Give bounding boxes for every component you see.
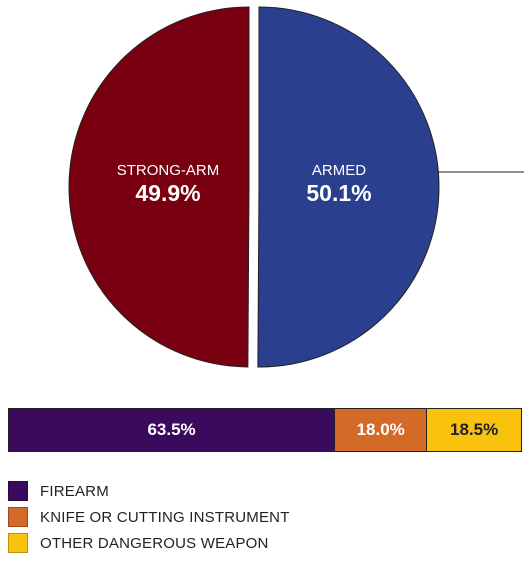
pie-slice-strong-arm <box>68 6 250 368</box>
legend-item-knife: KNIFE OR CUTTING INSTRUMENT <box>8 504 290 530</box>
legend-label-other-weapon: OTHER DANGEROUS WEAPON <box>40 534 269 552</box>
legend-label-firearm: FIREARM <box>40 482 109 500</box>
pie-label-strong-arm: STRONG-ARM <box>117 162 220 179</box>
legend: FIREARM KNIFE OR CUTTING INSTRUMENT OTHE… <box>8 478 290 556</box>
legend-item-other-weapon: OTHER DANGEROUS WEAPON <box>8 530 290 556</box>
legend-swatch-firearm <box>8 481 28 501</box>
pie-chart: STRONG-ARM 49.9% ARMED 50.1% <box>68 6 524 368</box>
pie-value-armed: 50.1% <box>306 180 371 206</box>
bar-segment-other-weapon: 18.5% <box>426 409 521 451</box>
weapon-stacked-bar: 63.5% 18.0% 18.5% <box>8 408 522 452</box>
bar-segment-knife: 18.0% <box>334 409 427 451</box>
legend-label-knife: KNIFE OR CUTTING INSTRUMENT <box>40 508 290 526</box>
pie-value-strong-arm: 49.9% <box>135 180 200 206</box>
legend-swatch-knife <box>8 507 28 527</box>
bar-segment-firearm: 63.5% <box>9 409 335 451</box>
pie-label-armed: ARMED <box>312 162 366 179</box>
legend-item-firearm: FIREARM <box>8 478 290 504</box>
pie-slice-armed <box>257 6 440 368</box>
legend-swatch-other-weapon <box>8 533 28 553</box>
